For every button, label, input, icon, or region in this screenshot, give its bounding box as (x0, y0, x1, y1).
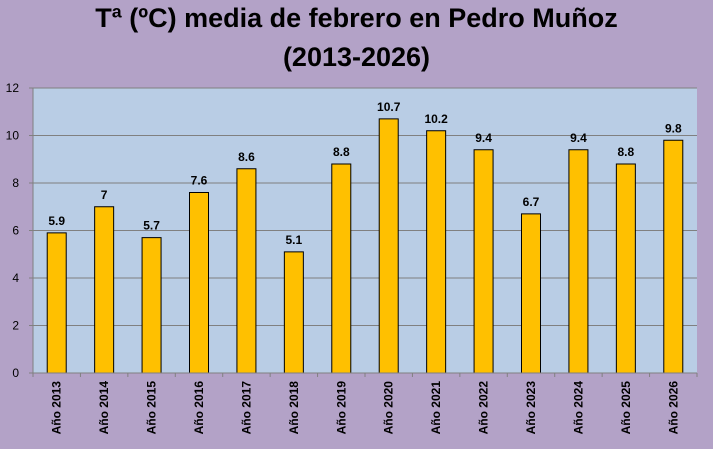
x-tick-label: Año 2014 (97, 381, 111, 435)
x-tick-label: Año 2018 (287, 381, 301, 435)
x-tick-label: Año 2016 (192, 381, 206, 435)
bar (141, 237, 162, 374)
x-tick-label: Año 2020 (382, 381, 396, 435)
x-tick-label: Año 2025 (619, 381, 633, 435)
x-tick-label: Año 2026 (666, 381, 680, 435)
data-label: 7 (101, 188, 108, 202)
y-tick-label: 8 (12, 176, 19, 190)
bar (236, 168, 257, 374)
y-tick-label: 6 (12, 224, 19, 238)
data-label: 8.6 (238, 150, 255, 164)
data-label: 5.9 (48, 214, 65, 228)
data-label: 6.7 (523, 195, 540, 209)
data-label: 10.7 (377, 100, 401, 114)
y-tick-label: 0 (12, 366, 19, 380)
y-tick-label: 2 (12, 319, 19, 333)
data-label: 5.7 (143, 219, 160, 233)
bar (663, 139, 684, 374)
data-label: 8.8 (333, 145, 350, 159)
data-label: 5.1 (286, 233, 303, 247)
bar (615, 163, 636, 374)
x-tick-label: Año 2024 (571, 381, 585, 435)
bar (426, 130, 447, 374)
data-label: 7.6 (191, 174, 208, 188)
data-label: 8.8 (618, 145, 635, 159)
chart-subtitle: (2013-2026) (282, 42, 431, 72)
bar (568, 149, 589, 374)
bar (378, 118, 399, 374)
axes: 0 2 4 6 8 10 12 Año 2013 Año 2014 Año 2015 Año 201… (6, 81, 698, 435)
y-tick-label: 4 (12, 271, 19, 285)
bar (94, 206, 115, 374)
y-tick-label: 10 (6, 129, 20, 143)
x-tick-label: Año 2017 (239, 381, 253, 435)
data-label: 9.8 (665, 121, 682, 135)
bar (283, 251, 304, 374)
x-tick-label: Año 2015 (145, 381, 159, 435)
chart-title: Tª (ºC) media de febrero en Pedro Muñoz (95, 3, 618, 33)
data-label: 9.4 (475, 131, 492, 145)
x-tick-label: Año 2022 (477, 381, 491, 435)
bar (521, 213, 541, 374)
bar (189, 192, 209, 374)
x-tick-label: Año 2023 (524, 381, 538, 435)
data-label: 9.4 (570, 131, 587, 145)
bar (331, 163, 352, 374)
x-tick-label: Año 2021 (429, 381, 443, 435)
bar (46, 232, 67, 374)
x-tick-label: Año 2013 (50, 381, 64, 435)
y-tick-label: 12 (6, 81, 20, 95)
bar (473, 149, 494, 374)
bars: 5.9 7 5.7 7.6 8.6 5.1 8.8 10.7 10.2 9.4 6.7 9.4 8.8 9… (46, 100, 684, 374)
data-label: 10.2 (424, 112, 448, 126)
x-tick-label: Año 2019 (334, 381, 348, 435)
